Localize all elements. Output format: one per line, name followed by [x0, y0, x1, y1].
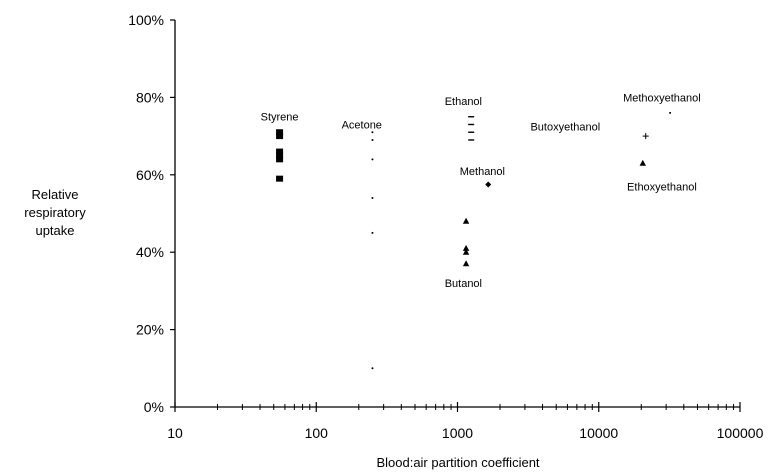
data-point	[468, 139, 475, 141]
series-acetone	[371, 131, 374, 370]
y-tick-label: 100%	[128, 12, 164, 28]
data-point	[276, 133, 284, 140]
data-point	[468, 131, 475, 133]
data-point	[468, 116, 475, 118]
label-butanol: Butanol	[445, 278, 482, 290]
x-tick-label: 10000	[579, 425, 618, 441]
label-styrene: Styrene	[261, 112, 299, 124]
data-point	[485, 181, 492, 188]
data-point	[371, 367, 374, 370]
data-point	[371, 231, 374, 234]
data-point	[642, 133, 649, 140]
y-axis-title-line: respiratory	[24, 205, 86, 220]
series-methanol	[485, 181, 492, 188]
y-tick-label: 40%	[136, 244, 164, 260]
data-point	[276, 148, 284, 155]
y-tick-label: 60%	[136, 167, 164, 183]
y-axis-title-line: Relative	[32, 187, 79, 202]
series-ethanol	[468, 116, 475, 141]
y-tick-label: 20%	[136, 322, 164, 338]
series-butoxyethanol	[642, 133, 649, 140]
data-point	[462, 217, 470, 224]
data-point	[371, 197, 374, 200]
y-axis-title: Relative respiratory uptake	[24, 187, 86, 238]
data-point	[468, 123, 475, 126]
y-axis-title-line: uptake	[35, 223, 74, 238]
x-tick-label: 100	[305, 425, 329, 441]
y-tick-label: 80%	[136, 89, 164, 105]
data-point	[276, 175, 284, 182]
data-point	[371, 158, 374, 161]
label-methoxyethanol: Methoxyethanol	[623, 92, 701, 104]
data-point	[462, 244, 470, 251]
data-point	[371, 131, 374, 134]
x-tick-label: 10	[167, 425, 183, 441]
x-tick-label: 1000	[442, 425, 473, 441]
x-axis-title: Blood:air partition coefficient	[376, 455, 539, 470]
data-point	[371, 138, 374, 141]
axes: 0% 20% 40% 60% 80% 100% 10 100 1000 10000 100000	[128, 12, 763, 441]
label-acetone: Acetone	[342, 119, 382, 131]
data-point	[462, 248, 470, 255]
compound-labels: Styrene Acetone Ethanol Methanol Butanol Buto…	[261, 92, 701, 290]
data-point	[276, 152, 284, 159]
data-point	[276, 129, 284, 136]
data-point	[639, 159, 646, 166]
series-methoxyethanol	[669, 111, 672, 114]
data-point	[669, 111, 672, 114]
series-styrene	[276, 129, 284, 182]
series-ethoxyethanol	[639, 159, 646, 166]
data-points	[276, 111, 672, 370]
label-methanol: Methanol	[460, 166, 505, 178]
data-point	[462, 260, 470, 267]
y-tick-label: 0%	[144, 399, 164, 415]
data-point	[276, 156, 284, 163]
series-butanol	[462, 217, 470, 267]
label-butoxyethanol: Butoxyethanol	[530, 121, 600, 133]
x-tick-label: 100000	[717, 425, 764, 441]
label-ethanol: Ethanol	[445, 96, 482, 108]
label-ethoxyethanol: Ethoxyethanol	[627, 181, 697, 193]
